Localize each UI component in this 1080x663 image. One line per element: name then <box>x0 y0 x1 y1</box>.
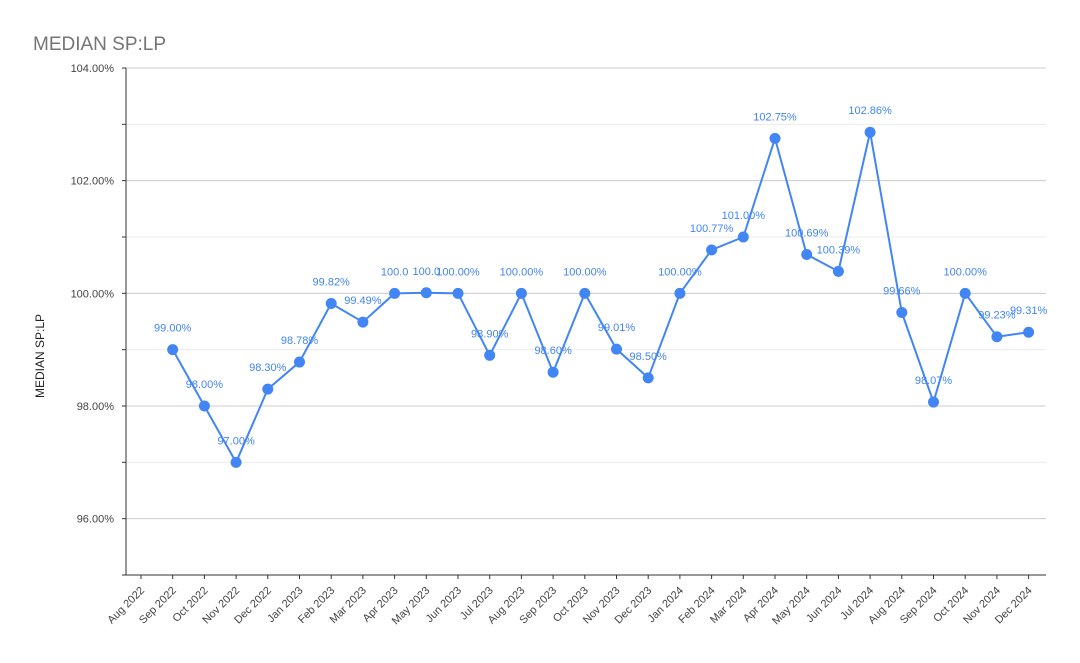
data-label: 100.00% <box>563 266 607 278</box>
data-label: 101.00% <box>722 210 766 222</box>
data-label: 100.00% <box>658 266 702 278</box>
data-label: 98.07% <box>915 375 953 387</box>
data-point <box>452 287 464 299</box>
data-label: 100.69% <box>785 227 829 239</box>
data-label: 99.49% <box>344 295 382 307</box>
data-label: 98.30% <box>249 362 287 374</box>
data-point <box>801 248 813 260</box>
data-point <box>737 231 749 243</box>
data-point <box>832 265 844 277</box>
data-point <box>769 132 781 144</box>
data-label: 99.01% <box>598 322 636 334</box>
y-tick-labels: 96.00% 98.00% 100.00% 102.00% 104.00% <box>71 63 115 526</box>
y-tick-label: 98.00% <box>77 401 115 413</box>
data-label: 100.00% <box>436 266 480 278</box>
data-label: 99.31% <box>1010 305 1048 317</box>
data-point <box>706 244 718 256</box>
data-point <box>484 349 496 361</box>
data-labels: 99.00% 98.00% 97.00% 98.30% 98.78% 99.82% 99.4… <box>154 105 1047 447</box>
gridlines <box>126 67 1046 576</box>
data-point <box>928 396 939 408</box>
data-point <box>294 356 305 368</box>
data-point <box>959 287 971 299</box>
axes <box>122 67 1046 579</box>
series-line-path <box>171 131 1029 464</box>
y-tick-label: 100.00% <box>71 288 115 300</box>
data-point <box>325 297 337 309</box>
data-label: 98.90% <box>471 328 509 340</box>
data-point <box>991 331 1003 343</box>
data-point <box>389 287 401 299</box>
data-label: 99.82% <box>313 276 351 288</box>
data-point <box>420 287 432 299</box>
y-tick-label: 104.00% <box>71 63 115 75</box>
data-point <box>579 287 591 299</box>
data-label: 99.66% <box>883 285 921 297</box>
data-label: 99.00% <box>154 323 192 335</box>
data-point <box>357 316 369 328</box>
data-point <box>642 372 654 384</box>
data-point <box>198 400 210 412</box>
data-point <box>547 366 559 378</box>
data-label: 98.50% <box>630 351 668 363</box>
data-label: 98.00% <box>186 379 224 391</box>
series-line <box>171 131 1029 464</box>
data-point <box>611 343 622 355</box>
data-point <box>1023 326 1035 338</box>
y-tick-label: 102.00% <box>71 176 115 188</box>
data-point <box>896 306 908 318</box>
data-label: 99.23% <box>978 310 1016 322</box>
data-point <box>262 383 274 395</box>
data-label: 97.00% <box>217 435 255 447</box>
data-label: 100.0 <box>413 266 441 278</box>
data-label: 100.00% <box>500 266 544 278</box>
data-label: 98.60% <box>534 345 572 357</box>
data-label: 102.75% <box>753 111 797 123</box>
data-label: 100.39% <box>817 244 861 256</box>
data-point <box>167 344 179 356</box>
data-point <box>674 287 686 299</box>
data-point <box>864 126 876 138</box>
data-point <box>230 456 242 468</box>
chart-title: MEDIAN SP:LP <box>33 34 167 55</box>
data-label: 98.78% <box>281 335 319 347</box>
data-label: 100.00% <box>943 266 987 278</box>
data-point <box>515 287 527 299</box>
data-label: 100.0 <box>381 266 409 278</box>
data-points <box>167 126 1035 468</box>
y-tick-label: 96.00% <box>77 514 115 526</box>
data-label: 102.86% <box>848 105 892 117</box>
data-label: 100.77% <box>690 223 734 235</box>
